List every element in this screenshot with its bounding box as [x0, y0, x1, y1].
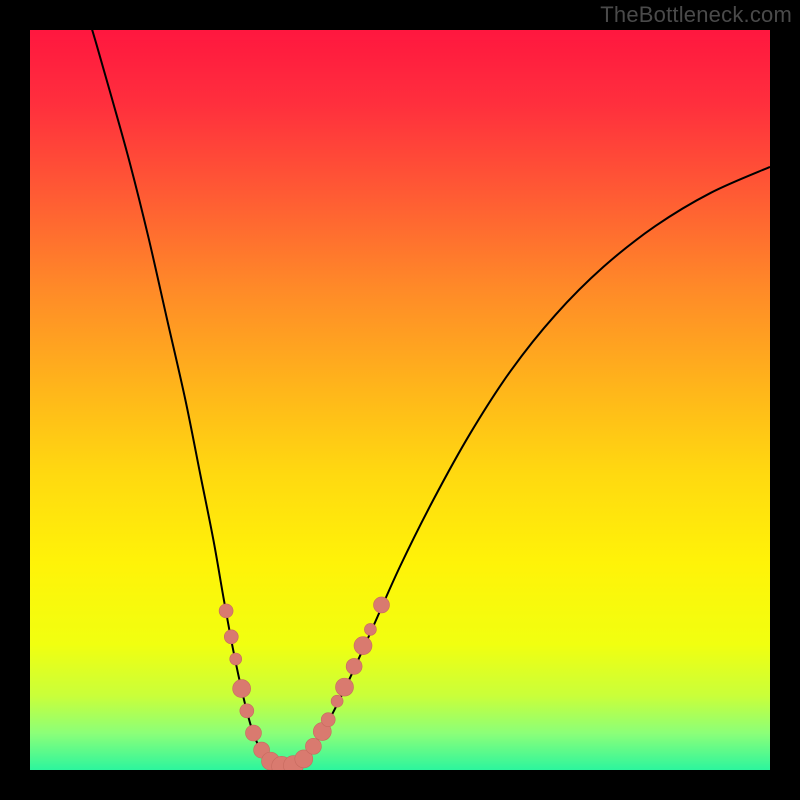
chart-stage: TheBottleneck.com	[0, 0, 800, 800]
data-marker	[224, 630, 238, 644]
data-marker	[305, 738, 321, 754]
data-marker	[374, 597, 390, 613]
data-marker	[331, 695, 343, 707]
data-marker	[230, 653, 242, 665]
data-marker	[321, 713, 335, 727]
data-marker	[219, 604, 233, 618]
curve-left-branch	[86, 8, 286, 768]
data-marker	[233, 680, 251, 698]
data-marker	[245, 725, 261, 741]
plot-area	[30, 30, 770, 770]
curve-layer	[30, 30, 770, 770]
curve-right-branch	[285, 167, 770, 768]
data-marker	[354, 637, 372, 655]
data-marker	[336, 678, 354, 696]
data-marker	[346, 658, 362, 674]
data-marker	[240, 704, 254, 718]
watermark-text: TheBottleneck.com	[600, 2, 792, 28]
data-marker	[364, 623, 376, 635]
